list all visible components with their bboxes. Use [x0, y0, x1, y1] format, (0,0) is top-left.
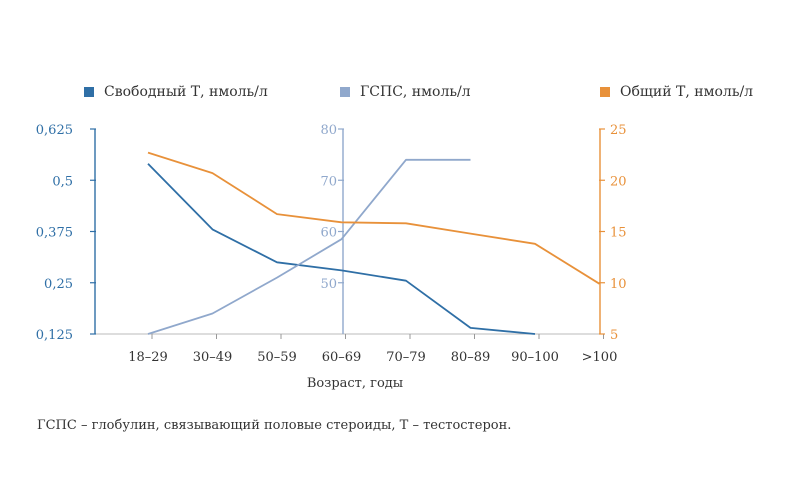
x-axis-title: Возраст, годы [307, 376, 403, 391]
x-tick-label: >100 [582, 350, 618, 365]
legend-shbg: ГСПС, нмоль/л [340, 84, 471, 100]
x-tick-label: 50–59 [257, 350, 297, 365]
x-tick-label: 18–29 [128, 350, 168, 365]
middle-y-tick-label: 80 [320, 123, 337, 138]
middle-y-tick-label: 60 [320, 226, 337, 241]
right-y-tick-label: 25 [610, 123, 627, 138]
right-y-tick-label: 5 [610, 328, 618, 343]
x-tick-label: 70–79 [386, 350, 426, 365]
x-tick-label: 30–49 [193, 350, 233, 365]
legend-label-shbg: ГСПС, нмоль/л [360, 84, 471, 100]
left-y-tick-label: 0,25 [44, 277, 73, 292]
legend-swatch-shbg [340, 87, 350, 97]
left-y-tick-label: 0,125 [36, 328, 73, 343]
x-tick-label: 80–89 [451, 350, 491, 365]
series-line-0 [147, 163, 536, 335]
legend-label-total-t: Общий Т, нмоль/л [620, 84, 754, 100]
right-y-tick-label: 10 [610, 277, 627, 292]
legend-label-free-t: Свободный Т, нмоль/л [104, 84, 268, 100]
series-line-2 [147, 151, 600, 285]
x-tick-label: 90–100 [511, 350, 559, 365]
legend-free-t: Свободный Т, нмоль/л [84, 84, 268, 100]
legend-total-t: Общий Т, нмоль/л [600, 84, 753, 100]
middle-y-tick-label: 70 [320, 174, 337, 189]
middle-y-tick-label: 50 [320, 277, 337, 292]
left-y-tick-label: 0,5 [52, 174, 73, 189]
axes-layer: 18–29 30–49 50–59 60–69 70–79 80–89 90–100 >100… [36, 123, 627, 365]
legend-swatch-total-t [600, 87, 610, 97]
footnote: ГСПС – глобулин, связывающий половые сте… [37, 418, 512, 433]
right-y-tick-label: 15 [610, 226, 627, 241]
left-y-tick-label: 0,625 [36, 123, 73, 138]
left-y-tick-label: 0,375 [36, 226, 73, 241]
series-layer [147, 151, 600, 335]
series-line-1 [147, 158, 471, 335]
x-tick-label: 60–69 [322, 350, 362, 365]
legend-swatch-free-t [84, 87, 94, 97]
right-y-tick-label: 20 [610, 174, 627, 189]
